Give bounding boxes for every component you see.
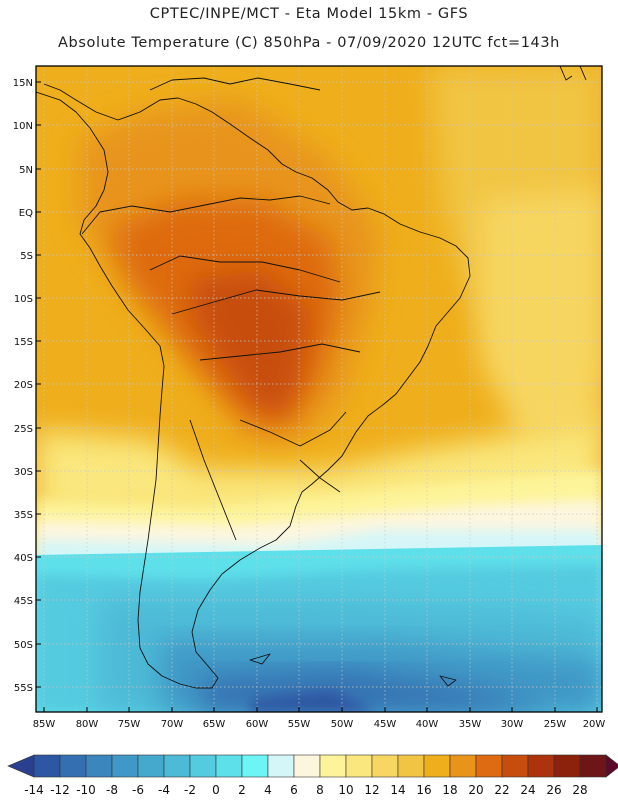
colorbar-swatch	[241, 754, 269, 778]
colorbar-label: -10	[76, 783, 96, 797]
coastline	[36, 66, 587, 689]
colorbar-swatch	[371, 754, 399, 778]
colorbar-label: 28	[572, 783, 587, 797]
colorbar-label: 18	[442, 783, 457, 797]
lat-label: 15N	[13, 78, 33, 89]
colorbar-label: 20	[468, 783, 483, 797]
lon-label: 20W	[583, 719, 606, 730]
map-frame	[35, 65, 603, 713]
lat-label: 50S	[14, 640, 33, 651]
colorbar-label: 6	[290, 783, 298, 797]
colorbar-swatch	[319, 754, 347, 778]
colorbar-label: -6	[132, 783, 144, 797]
colorbar	[7, 754, 618, 778]
lat-label: 55S	[14, 683, 33, 694]
colorbar-label: 10	[338, 783, 353, 797]
lon-label: 35W	[459, 719, 482, 730]
lat-axis	[36, 81, 41, 688]
colorbar-labels: -14 -12 -10 -8 -6 -4 -2 0 2 4 6 8 10 12 …	[24, 783, 587, 797]
colorbar-swatch	[293, 754, 321, 778]
colorbar-swatch	[501, 754, 529, 778]
colorbar-swatch	[553, 754, 581, 778]
lon-label: 25W	[544, 719, 567, 730]
colorbar-label: -12	[50, 783, 70, 797]
lon-label: 55W	[288, 719, 311, 730]
colorbar-label: 22	[494, 783, 509, 797]
lon-label: 60W	[246, 719, 269, 730]
colorbar-label: 12	[364, 783, 379, 797]
colorbar-swatch	[449, 754, 477, 778]
colorbar-label: 26	[546, 783, 561, 797]
colorbar-swatch	[215, 754, 243, 778]
colorbar-label: -14	[24, 783, 44, 797]
temperature-field	[36, 66, 602, 712]
lon-label: 45W	[374, 719, 397, 730]
lat-label: 5N	[19, 165, 33, 176]
lon-label: 85W	[33, 719, 56, 730]
lon-label: 30W	[501, 719, 524, 730]
colorbar-swatch	[111, 754, 139, 778]
colorbar-label: 16	[416, 783, 431, 797]
colorbar-swatch	[579, 754, 607, 778]
lon-label: 75W	[118, 719, 141, 730]
colorbar-swatch	[423, 754, 451, 778]
colorbar-swatch	[397, 754, 425, 778]
lat-label: 10S	[14, 294, 33, 305]
colorbar-swatch	[475, 754, 503, 778]
colorbar-label: 14	[390, 783, 405, 797]
lon-axis	[43, 707, 598, 712]
lat-label: 35S	[14, 510, 33, 521]
lat-label: 45S	[14, 596, 33, 607]
lat-label: 40S	[14, 553, 33, 564]
lat-label: 25S	[14, 424, 33, 435]
colorbar-swatch	[163, 754, 191, 778]
colorbar-arrow-high	[605, 754, 618, 778]
chart-title-line2: Absolute Temperature (C) 850hPa - 07/09/…	[58, 35, 560, 51]
colorbar-label: 24	[520, 783, 535, 797]
lon-label: 40W	[416, 719, 439, 730]
lat-label: 15S	[14, 337, 33, 348]
colorbar-label: 4	[264, 783, 272, 797]
colorbar-swatch	[85, 754, 113, 778]
lon-label: 50W	[331, 719, 354, 730]
colorbar-label: -2	[184, 783, 196, 797]
lon-label: 70W	[161, 719, 184, 730]
colorbar-label: -8	[106, 783, 118, 797]
colorbar-swatch	[189, 754, 217, 778]
colorbar-swatch	[59, 754, 87, 778]
colorbar-swatch	[267, 754, 295, 778]
lat-label: 5S	[20, 251, 33, 262]
chart-title-line1: CPTEC/INPE/MCT - Eta Model 15km - GFS	[149, 6, 469, 22]
lat-label: 20S	[14, 380, 33, 391]
lat-label: EQ	[19, 208, 33, 219]
colorbar-swatch	[33, 754, 61, 778]
colorbar-arrow-low	[7, 754, 35, 778]
colorbar-swatch	[137, 754, 165, 778]
colorbar-label: 8	[316, 783, 324, 797]
lat-label: 10N	[13, 121, 33, 132]
lon-label: 65W	[203, 719, 226, 730]
colorbar-swatch	[345, 754, 373, 778]
colorbar-label: 0	[212, 783, 220, 797]
lon-label: 80W	[76, 719, 99, 730]
colorbar-label: -4	[158, 783, 170, 797]
lat-label: 30S	[14, 467, 33, 478]
colorbar-label: 2	[238, 783, 246, 797]
colorbar-swatch	[527, 754, 555, 778]
